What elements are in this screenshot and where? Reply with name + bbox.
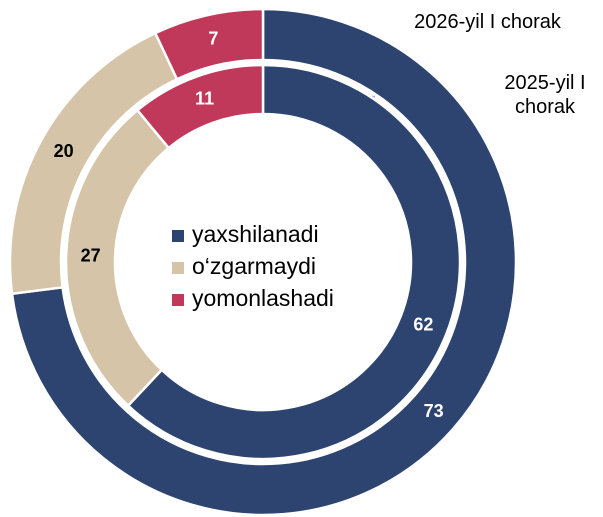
data-label: 20 [54,141,74,161]
data-label: 7 [208,29,218,49]
data-label: 73 [424,401,444,421]
ring-label: 2025-yil I chorak [504,72,586,118]
ring-label: 2026-yil I chorak [414,11,561,33]
donut-segment [135,63,265,150]
legend-swatch [172,294,184,306]
legend-label: o‘zgarmaydi [192,253,316,279]
donut-segment [10,7,518,517]
legend-swatch [172,262,184,274]
donut-segment [153,7,265,81]
data-label: 62 [413,314,433,334]
data-label: 11 [195,88,214,108]
donut-segment [126,63,462,461]
legend-label: yaxshilanadi [192,221,319,247]
legend-label: yomonlashadi [192,285,334,311]
legend-swatch [172,230,184,242]
data-label: 27 [81,245,101,265]
